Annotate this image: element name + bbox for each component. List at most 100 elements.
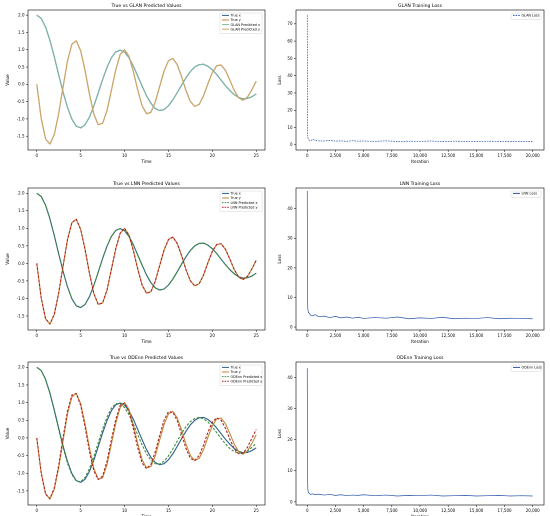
y-tick-label: 2.0 xyxy=(18,13,25,18)
x-tick-label: 17,500 xyxy=(498,333,512,338)
x-tick-label: 15,000 xyxy=(469,333,483,338)
y-tick-label: 0.5 xyxy=(18,64,25,69)
legend-box xyxy=(219,12,263,34)
x-tick-label: 20 xyxy=(210,153,216,158)
legend-label: True x xyxy=(230,366,241,370)
x-tick-label: 17,500 xyxy=(498,153,512,158)
y-tick-label: 1.0 xyxy=(18,400,25,405)
legend-label: LNN Predicted x xyxy=(231,201,258,205)
y-tick-label: 10 xyxy=(287,125,293,130)
y-tick-label: 0 xyxy=(290,142,293,147)
x-tick-label: 2,500 xyxy=(330,333,342,338)
x-tick-label: 20 xyxy=(210,508,216,513)
y-tick-label: 0.0 xyxy=(18,82,25,87)
x-tick-label: 15,000 xyxy=(469,153,483,158)
legend-label: LNN Predicted y xyxy=(231,205,258,209)
y-tick-label: 1.5 xyxy=(18,208,25,213)
x-tick-label: 25 xyxy=(254,333,260,338)
y-tick-label: 0 xyxy=(290,324,293,329)
x-tick-label: 10,000 xyxy=(413,153,427,158)
y-tick-label: 40 xyxy=(287,206,293,211)
y-tick-label: 2.0 xyxy=(18,191,25,196)
legend-box xyxy=(510,364,542,372)
x-tick-label: 0 xyxy=(306,508,309,513)
y-tick-label: -1.5 xyxy=(17,488,25,493)
series-line-2 xyxy=(36,218,257,325)
x-tick-label: 0 xyxy=(36,333,39,338)
y-tick-label: -0.5 xyxy=(17,278,25,283)
chart-title: ODEnn Training Loss xyxy=(397,355,445,361)
x-tick-label: 2,500 xyxy=(330,508,342,513)
legend-label: GLAN Loss xyxy=(522,14,540,18)
series-group xyxy=(36,14,257,145)
x-tick-label: 15 xyxy=(166,153,172,158)
y-tick-label: 20 xyxy=(287,265,293,270)
series-line-4 xyxy=(36,218,257,325)
series-line-2 xyxy=(36,392,257,500)
x-tick-label: 5 xyxy=(79,508,82,513)
y-tick-label: 1.0 xyxy=(18,47,25,52)
legend-box xyxy=(510,12,542,20)
y-tick-label: 10 xyxy=(287,295,293,300)
y-tick-label: -1.5 xyxy=(17,134,25,139)
legend-label: True x xyxy=(230,14,241,18)
y-tick-label: 50 xyxy=(287,56,293,61)
chart-title: True vs ODEnn Predicted Values xyxy=(109,355,184,361)
y-tick-label: 20 xyxy=(287,437,293,442)
y-tick-label: 10 xyxy=(287,468,293,473)
x-tick-label: 5 xyxy=(79,153,82,158)
x-axis-label: Time xyxy=(140,514,152,516)
legend-label: ODEnn Loss xyxy=(522,366,542,370)
axes-frame xyxy=(295,361,545,506)
y-tick-label: -1.5 xyxy=(17,313,25,318)
y-tick-label: 0.5 xyxy=(18,418,25,423)
y-tick-label: 40 xyxy=(287,375,293,380)
legend-label: GLAN Predicted x xyxy=(231,23,261,27)
x-tick-label: 10 xyxy=(122,153,128,158)
series-line-3 xyxy=(36,366,257,483)
x-tick-label: 10,000 xyxy=(413,508,427,513)
y-tick-label: -1.0 xyxy=(17,471,25,476)
y-tick-label: 40 xyxy=(287,73,293,78)
legend-label: ODEnn Predicted x xyxy=(231,375,263,379)
x-axis-label: Time xyxy=(140,339,152,344)
legend-box xyxy=(219,190,263,212)
y-tick-label: 30 xyxy=(287,236,293,241)
y-tick-label: 0.5 xyxy=(18,243,25,248)
y-axis-label: Loss xyxy=(277,429,282,438)
x-tick-label: 5,000 xyxy=(358,153,370,158)
x-tick-label: 2,500 xyxy=(330,153,342,158)
x-tick-label: 15,000 xyxy=(469,508,483,513)
x-tick-label: 17,500 xyxy=(498,508,512,513)
legend-box xyxy=(510,190,542,198)
series-line-1 xyxy=(306,15,533,142)
y-tick-label: -0.5 xyxy=(17,453,25,458)
x-tick-label: 7,500 xyxy=(386,508,398,513)
chart-odenn_pred: True vs ODEnn Predicted Values 0 5 10 15 20 25… xyxy=(5,355,266,516)
y-tick-label: 2.0 xyxy=(18,365,25,370)
legend-label: ODEnn Predicted y xyxy=(231,379,263,383)
series-line-2 xyxy=(36,40,257,145)
y-axis-label: Value xyxy=(5,253,10,265)
y-axis-label: Value xyxy=(5,427,10,439)
x-tick-label: 0 xyxy=(306,333,309,338)
y-tick-label: 30 xyxy=(287,90,293,95)
x-tick-label: 5,000 xyxy=(358,333,370,338)
x-tick-label: 25 xyxy=(254,153,260,158)
x-tick-label: 0 xyxy=(36,508,39,513)
series-line-1 xyxy=(306,368,533,497)
chart-glan_loss: GLAN Training Loss 0 2,500 5,000 7,500 10,000… xyxy=(277,3,545,164)
x-tick-label: 20,000 xyxy=(526,333,540,338)
axes-frame xyxy=(27,9,266,151)
y-tick-label: 0.0 xyxy=(18,435,25,440)
x-tick-label: 15 xyxy=(166,508,172,513)
series-group xyxy=(36,192,257,325)
legend-label: True y xyxy=(230,370,241,374)
y-axis-label: Value xyxy=(5,74,10,86)
x-tick-label: 5,000 xyxy=(358,508,370,513)
legend-label: GLAN Predicted y xyxy=(231,27,261,31)
axes-frame xyxy=(295,9,545,151)
axes-frame xyxy=(295,187,545,331)
chart-lnn_pred: True vs LNN Predicted Values 0 5 10 15 20 25 -1… xyxy=(5,181,266,344)
